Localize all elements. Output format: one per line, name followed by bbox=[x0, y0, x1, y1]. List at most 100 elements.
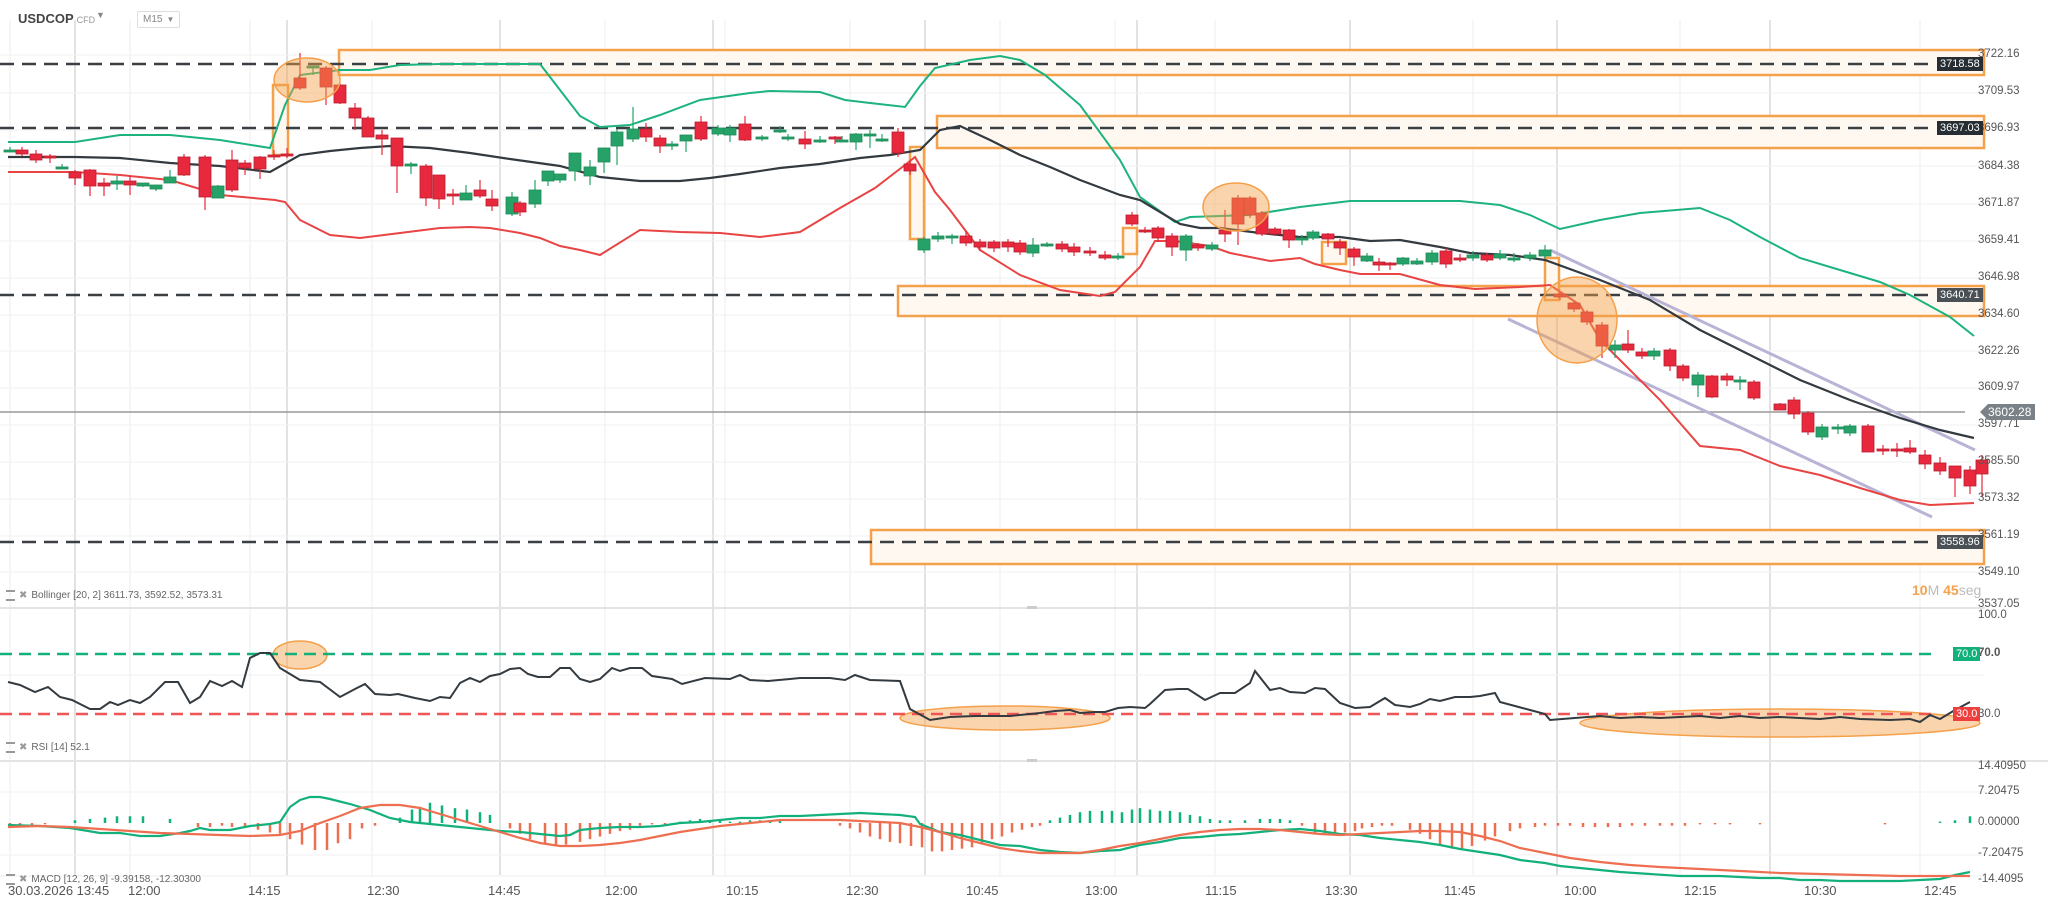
pane-resize-handle[interactable] bbox=[1027, 606, 1037, 609]
candle bbox=[361, 117, 375, 138]
time-tick: 13:00 bbox=[1085, 883, 1118, 898]
candle bbox=[1663, 349, 1677, 367]
close-icon[interactable]: ✖ bbox=[19, 590, 28, 601]
candle bbox=[198, 156, 212, 198]
candle bbox=[432, 174, 446, 200]
macd-tick: -7.20475 bbox=[1978, 847, 2024, 859]
candle bbox=[1580, 311, 1594, 323]
gap-box bbox=[1121, 226, 1139, 256]
candle bbox=[875, 138, 889, 142]
settings-icon[interactable] bbox=[6, 590, 15, 601]
candle bbox=[849, 133, 863, 143]
price-tick: 3696.93 bbox=[1978, 122, 2020, 134]
candle bbox=[835, 139, 849, 143]
candle bbox=[83, 169, 97, 187]
candle bbox=[1621, 343, 1635, 351]
candle bbox=[404, 163, 418, 167]
candle bbox=[1647, 350, 1661, 357]
candle bbox=[1933, 462, 1947, 472]
candle bbox=[863, 133, 877, 137]
candle bbox=[1975, 459, 1989, 475]
candle bbox=[29, 153, 43, 161]
candle bbox=[1179, 235, 1193, 251]
candle bbox=[3, 149, 17, 153]
candle bbox=[541, 170, 555, 182]
price-tick: 3646.98 bbox=[1978, 271, 2020, 283]
level-tag: 3697.03 bbox=[1937, 121, 1983, 135]
time-tick: 11:45 bbox=[1444, 883, 1476, 898]
price-tick: 3684.38 bbox=[1978, 160, 2020, 172]
price-tick: 3659.41 bbox=[1978, 234, 2020, 246]
candle bbox=[1243, 197, 1257, 216]
candle bbox=[1691, 374, 1705, 386]
candle bbox=[43, 155, 57, 159]
rsi-legend[interactable]: ✖ RSI [14] 52.1 bbox=[6, 742, 90, 753]
candle bbox=[773, 129, 787, 133]
close-icon[interactable]: ✖ bbox=[19, 742, 28, 753]
candle bbox=[1608, 344, 1622, 351]
chevron-down-icon[interactable]: ▼ bbox=[96, 10, 105, 20]
price-tick: 3561.19 bbox=[1978, 529, 2020, 541]
candle bbox=[1493, 253, 1507, 259]
candle bbox=[781, 136, 795, 140]
candle bbox=[15, 149, 29, 155]
timeframe-dropdown[interactable]: M15 ▼ bbox=[137, 11, 181, 28]
pane-resize-handle[interactable] bbox=[1027, 759, 1037, 762]
macd-legend[interactable]: ✖ MACD [12, 26, 9] -9.39158, -12.30300 bbox=[6, 874, 201, 885]
horizontal-levels[interactable] bbox=[0, 62, 1935, 544]
candle bbox=[1801, 412, 1815, 433]
candle bbox=[1439, 250, 1453, 265]
level-tag: 3718.58 bbox=[1937, 57, 1983, 71]
candle bbox=[1747, 381, 1761, 399]
symbol-selector[interactable]: USDCOP CFD bbox=[18, 11, 95, 26]
price-tick: 3537.05 bbox=[1978, 598, 2020, 610]
symbol-type: CFD bbox=[76, 15, 96, 25]
price-tick: 3549.10 bbox=[1978, 566, 2020, 578]
price-tick: 3609.97 bbox=[1978, 381, 2020, 393]
bollinger-legend[interactable]: ✖ Bollinger [20, 2] 3611.73, 3592.52, 357… bbox=[6, 590, 222, 601]
candle bbox=[253, 156, 267, 170]
candle bbox=[211, 185, 225, 199]
rsi-tick: 70.0 bbox=[1978, 647, 2001, 659]
price-tick: 3622.26 bbox=[1978, 345, 2020, 357]
candle bbox=[446, 193, 460, 197]
candle bbox=[1083, 250, 1097, 254]
candle bbox=[110, 180, 124, 185]
candle bbox=[163, 176, 177, 184]
candlesticks[interactable] bbox=[3, 53, 1989, 497]
candle bbox=[149, 184, 163, 190]
time-tick: 13:30 bbox=[1325, 883, 1358, 898]
trend-channel[interactable] bbox=[1507, 248, 1976, 519]
candle bbox=[597, 147, 611, 163]
candle bbox=[945, 235, 959, 239]
settings-icon[interactable] bbox=[6, 874, 15, 885]
candle bbox=[1282, 229, 1296, 241]
candle bbox=[903, 163, 917, 172]
candle bbox=[1111, 255, 1125, 259]
candle bbox=[1567, 302, 1581, 310]
candle bbox=[973, 241, 987, 248]
candle bbox=[1306, 231, 1320, 239]
candle bbox=[1013, 242, 1027, 253]
level-tag: 3558.96 bbox=[1937, 535, 1983, 549]
candle bbox=[1333, 241, 1347, 249]
candle bbox=[485, 198, 499, 207]
price-tick: 3709.53 bbox=[1978, 85, 2020, 97]
candle bbox=[1595, 324, 1609, 347]
candle bbox=[267, 154, 281, 158]
chevron-down-icon: ▼ bbox=[166, 15, 175, 24]
candle bbox=[738, 123, 752, 141]
candle bbox=[1360, 255, 1374, 262]
candle bbox=[610, 131, 624, 147]
candle bbox=[1815, 426, 1829, 438]
candle bbox=[568, 152, 582, 172]
settings-icon[interactable] bbox=[6, 742, 15, 753]
candle bbox=[1410, 260, 1424, 265]
candle bbox=[1321, 233, 1335, 240]
macd-tick: 14.40950 bbox=[1978, 760, 2026, 772]
close-icon[interactable]: ✖ bbox=[19, 874, 28, 885]
price-tick: 3597.71 bbox=[1978, 418, 2020, 430]
rsi-tick: 100.0 bbox=[1978, 609, 2007, 621]
candle bbox=[319, 67, 333, 88]
